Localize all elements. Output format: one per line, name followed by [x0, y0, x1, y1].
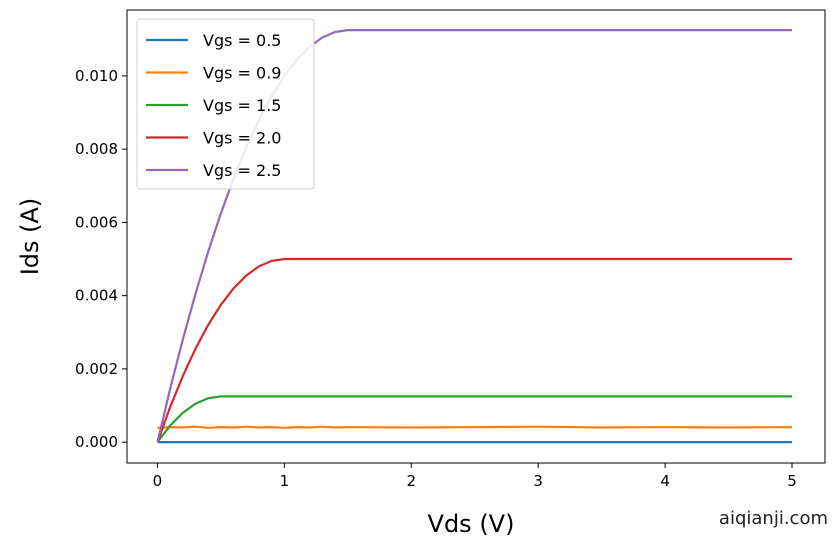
series-line-1: [157, 425, 793, 429]
y-tick-label: 0.010: [75, 67, 118, 85]
x-tick-label: 5: [787, 472, 797, 490]
y-tick-label: 0.000: [75, 433, 118, 451]
watermark: aiqianji.com: [718, 508, 828, 529]
series-line-3: [156, 257, 792, 443]
y-axis-label: Ids (A): [16, 198, 44, 276]
x-tick-label: 2: [407, 472, 417, 490]
series-line-2: [156, 395, 792, 443]
legend-label: Vgs = 0.9: [203, 64, 281, 83]
legend-label: Vgs = 1.5: [203, 96, 281, 115]
legend-box: [136, 18, 315, 190]
y-tick-label: 0.002: [75, 360, 118, 378]
legend-label: Vgs = 2.0: [203, 129, 281, 148]
x-tick-label: 1: [280, 472, 290, 490]
x-tick-label: 3: [533, 472, 543, 490]
plot-frame: [126, 9, 826, 464]
x-axis-label: Vds (V): [428, 510, 515, 538]
legend-label: Vgs = 2.5: [203, 161, 281, 180]
x-tick-label: 0: [153, 472, 163, 490]
y-tick-label: 0.006: [75, 213, 118, 231]
y-tick-label: 0.008: [75, 140, 118, 158]
y-tick-label: 0.004: [75, 287, 118, 305]
legend: Vgs = 0.5 Vgs = 0.9 Vgs = 1.5 Vgs = 2.0 Vgs …: [136, 18, 315, 190]
x-tick-label: 4: [660, 472, 670, 490]
legend-label: Vgs = 0.5: [203, 31, 281, 50]
